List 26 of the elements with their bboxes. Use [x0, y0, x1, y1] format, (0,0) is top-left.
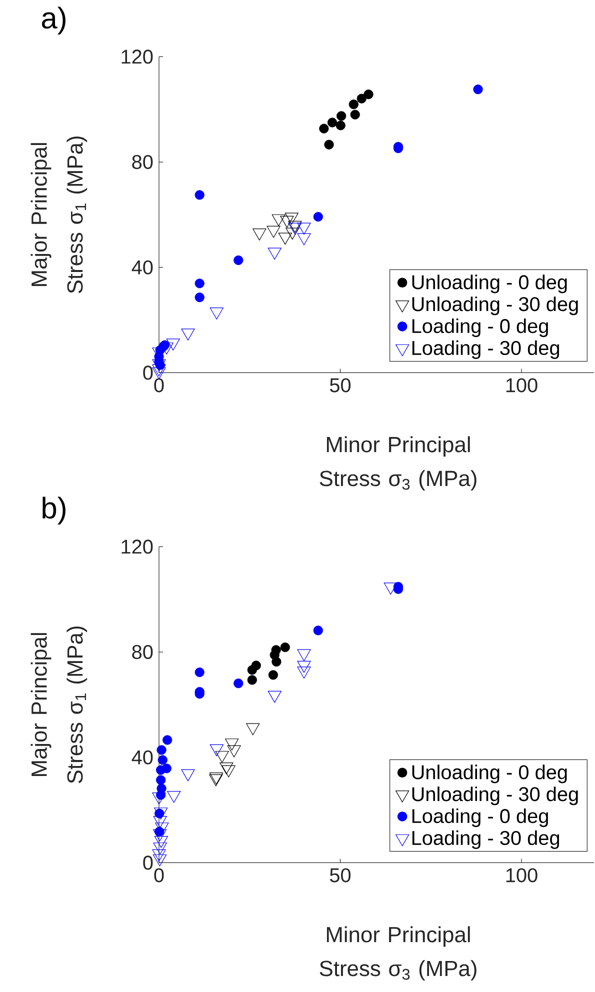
legend-label: Loading - 30 deg: [412, 340, 560, 359]
legend-label: Loading - 30 deg: [412, 830, 560, 849]
chart-title: a): [42, 6, 66, 35]
y-tick-label: 120: [122, 50, 153, 64]
chart-title: b): [42, 496, 66, 525]
x-tick-label: 50: [330, 378, 351, 392]
x-axis-title: Minor Principal Stress σ$_{3}$ (MPa): [320, 436, 476, 491]
y-tick-label: 40: [132, 260, 153, 274]
legend-label: Loading - 0 deg: [412, 318, 548, 338]
legend-label: Unloading - 30 deg: [412, 296, 578, 316]
x-tick-label: 100: [506, 378, 538, 392]
legend-label: Loading - 0 deg: [412, 808, 548, 828]
y-tick-label: 0: [143, 366, 153, 380]
y-tick-label: 0: [143, 856, 153, 870]
y-tick-label: 80: [132, 644, 153, 660]
legend-label: Unloading - 0 deg: [412, 274, 567, 294]
x-tick-label: 0: [154, 378, 164, 392]
y-tick-label: 80: [132, 154, 153, 170]
legend-label: Unloading - 0 deg: [412, 764, 567, 784]
x-tick-label: 100: [506, 868, 538, 882]
legend-label: Unloading - 30 deg: [412, 786, 578, 806]
x-tick-label: 50: [330, 868, 351, 882]
y-tick-label: 120: [122, 540, 153, 554]
x-axis-title: Minor Principal Stress σ$_{3}$ (MPa): [320, 926, 476, 981]
y-tick-label: 40: [132, 750, 153, 764]
x-tick-label: 0: [154, 868, 164, 882]
